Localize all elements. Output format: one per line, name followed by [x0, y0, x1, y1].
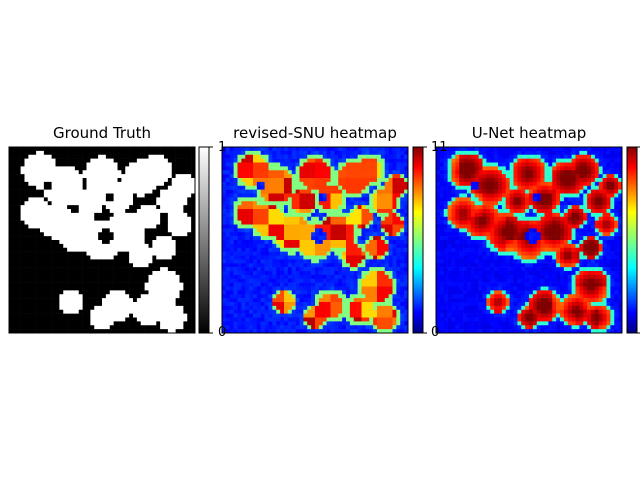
colorbar-ground-truth	[198, 146, 213, 334]
cbar1-tick-top: 1	[218, 140, 227, 155]
heatmap-revised-snu	[221, 146, 409, 334]
frame-unet	[435, 146, 623, 334]
title-revised-snu: revised-SNU heatmap	[233, 124, 397, 142]
cbar1-tick-bottom: 0	[218, 325, 227, 340]
heatmap-ground-truth	[8, 146, 196, 334]
title-ground-truth: Ground Truth	[53, 124, 151, 142]
colorbar-unet	[626, 146, 640, 334]
cbar2-tick-bottom: 0	[431, 325, 440, 340]
title-unet: U-Net heatmap	[471, 124, 587, 142]
colorbar-revised-snu	[412, 146, 427, 334]
cbar2-tick-top: 11	[431, 140, 448, 155]
heatmap-unet	[435, 146, 623, 334]
frame-revised-snu	[221, 146, 409, 334]
frame-ground-truth	[8, 146, 196, 334]
